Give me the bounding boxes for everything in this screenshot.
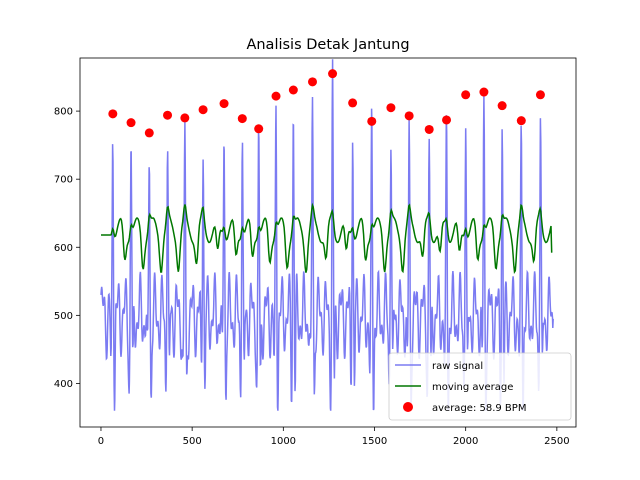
legend-ma-label: moving average — [432, 382, 513, 393]
x-tick-label: 2500 — [544, 436, 569, 447]
chart-title: Analisis Detak Jantung — [246, 37, 409, 53]
peak-marker — [367, 116, 377, 126]
peak-marker — [126, 118, 136, 128]
x-tick-label: 1000 — [271, 436, 296, 447]
peak-marker — [108, 109, 118, 119]
legend-raw-label: raw signal — [432, 361, 483, 372]
peak-marker — [424, 124, 434, 134]
moving-average-line — [101, 202, 553, 275]
y-tick-label: 800 — [54, 107, 73, 118]
x-axis-ticks: 0 500 1000 1500 2000 2500 — [98, 427, 570, 447]
legend-box — [388, 352, 572, 421]
plot-frame — [79, 57, 577, 428]
y-tick-label: 600 — [54, 243, 73, 254]
y-axis-ticks: 400 500 600 700 800 — [54, 107, 80, 390]
peak-marker — [328, 69, 338, 79]
peak-marker — [254, 124, 264, 134]
peak-marker — [144, 128, 154, 138]
legend: raw signal moving average average: 58.9 … — [388, 352, 572, 421]
peak-marker — [386, 103, 396, 113]
peak-marker — [479, 87, 489, 97]
peak-marker — [308, 77, 317, 87]
plot-area — [100, 59, 554, 411]
y-tick-label: 500 — [54, 311, 73, 322]
peak-marker — [442, 115, 452, 125]
peak-marker — [271, 91, 281, 101]
peak-marker — [198, 105, 208, 115]
peak-marker — [404, 111, 414, 121]
peak-marker — [237, 114, 247, 124]
legend-peak-label: average: 58.9 BPM — [432, 403, 526, 414]
peak-marker — [516, 116, 526, 126]
peak-marker — [219, 99, 229, 109]
peak-marker — [535, 90, 545, 100]
x-tick-label: 0 — [98, 436, 104, 447]
peak-marker — [180, 113, 190, 123]
x-tick-label: 500 — [183, 436, 202, 447]
x-tick-label: 2000 — [453, 436, 478, 447]
moving-average-layer — [101, 202, 553, 275]
y-tick-label: 400 — [54, 379, 73, 390]
peak-marker — [163, 110, 173, 120]
x-tick-label: 1500 — [362, 436, 387, 447]
peak-marker — [461, 90, 471, 100]
peak-marker — [288, 85, 298, 95]
peak-marker — [348, 98, 358, 108]
peak-marker — [497, 101, 507, 111]
raw-signal-line — [100, 59, 554, 411]
raw-signal-layer — [100, 59, 554, 411]
y-tick-label: 700 — [54, 175, 73, 186]
legend-peak-swatch — [403, 402, 413, 412]
peak-markers-layer — [108, 69, 545, 138]
